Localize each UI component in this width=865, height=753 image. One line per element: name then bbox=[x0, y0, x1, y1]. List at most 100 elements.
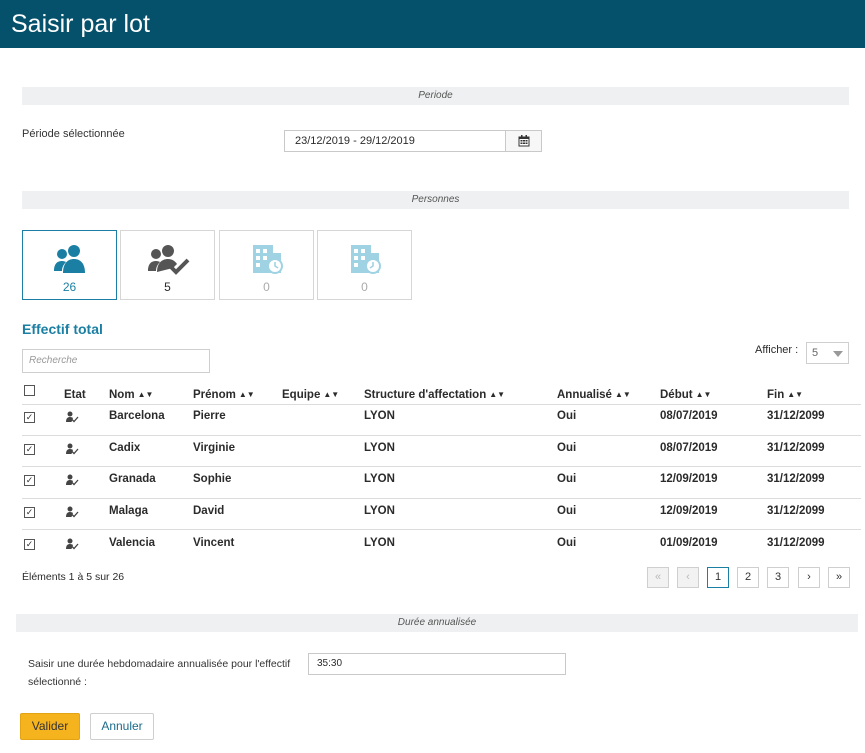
cell-fin: 31/12/2099 bbox=[767, 410, 825, 422]
cell-structure: LYON bbox=[364, 473, 395, 485]
building-clock-icon bbox=[252, 245, 283, 274]
search-input[interactable]: Recherche bbox=[22, 349, 210, 373]
section-personnes: Personnes bbox=[22, 191, 849, 209]
row-divider bbox=[22, 435, 861, 436]
row-checkbox[interactable]: ✓ bbox=[24, 444, 35, 455]
column-header-structure[interactable]: Structure d'affectation ▲▼ bbox=[364, 389, 506, 401]
tile-structure-1[interactable]: 0 bbox=[219, 230, 314, 300]
afficher-label: Afficher : bbox=[755, 344, 799, 356]
pager-next-button[interactable]: › bbox=[798, 567, 820, 588]
column-header-prenom[interactable]: Prénom ▲▼ bbox=[193, 389, 255, 401]
building-history-icon bbox=[350, 245, 381, 274]
row-checkbox[interactable]: ✓ bbox=[24, 507, 35, 518]
cell-nom: Barcelona bbox=[109, 410, 165, 422]
person-check-icon bbox=[66, 506, 79, 518]
row-divider bbox=[22, 529, 861, 530]
periode-label: Période sélectionnée bbox=[22, 128, 125, 140]
cell-debut: 12/09/2019 bbox=[660, 505, 718, 517]
sort-icon: ▲▼ bbox=[323, 390, 340, 399]
tile-count: 5 bbox=[164, 280, 171, 294]
calendar-button[interactable] bbox=[505, 130, 542, 152]
person-check-icon bbox=[66, 474, 79, 486]
column-header-debut[interactable]: Début ▲▼ bbox=[660, 389, 712, 401]
cell-nom: Malaga bbox=[109, 505, 148, 517]
valider-button[interactable]: Valider bbox=[20, 713, 80, 740]
afficher-select[interactable]: 5 bbox=[806, 342, 849, 364]
select-all-checkbox[interactable] bbox=[24, 385, 35, 396]
cell-structure: LYON bbox=[364, 442, 395, 454]
duree-input[interactable]: 35:30 bbox=[308, 653, 566, 675]
pager-page-2[interactable]: 2 bbox=[737, 567, 759, 588]
cell-annualise: Oui bbox=[557, 537, 577, 549]
cell-nom: Valencia bbox=[109, 537, 156, 549]
duree-label: Saisir une durée hebdomadaire annualisée… bbox=[28, 658, 291, 688]
column-header-annualise[interactable]: Annualisé ▲▼ bbox=[557, 389, 631, 401]
cell-prenom: Virginie bbox=[193, 442, 235, 454]
cell-annualise: Oui bbox=[557, 473, 577, 485]
cell-annualise: Oui bbox=[557, 410, 577, 422]
row-checkbox[interactable]: ✓ bbox=[24, 412, 35, 423]
cell-structure: LYON bbox=[364, 505, 395, 517]
person-check-icon bbox=[66, 443, 79, 455]
cell-prenom: Vincent bbox=[193, 537, 235, 549]
column-header-etat: Etat bbox=[64, 389, 86, 401]
sort-icon: ▲▼ bbox=[238, 390, 255, 399]
section-duree-label: Durée annualisée bbox=[397, 617, 477, 628]
row-divider bbox=[22, 498, 861, 499]
sort-icon: ▲▼ bbox=[137, 390, 154, 399]
cell-prenom: Pierre bbox=[193, 410, 226, 422]
section-periode: Periode bbox=[22, 87, 849, 105]
sort-icon: ▲▼ bbox=[695, 390, 712, 399]
column-header-equipe[interactable]: Equipe ▲▼ bbox=[282, 389, 340, 401]
pager-info: Éléments 1 à 5 sur 26 bbox=[22, 571, 125, 583]
page-title: Saisir par lot bbox=[11, 10, 150, 38]
cell-prenom: Sophie bbox=[193, 473, 232, 485]
tile-effectif-selectionne[interactable]: 5 bbox=[120, 230, 215, 300]
tile-count: 26 bbox=[62, 280, 77, 294]
page-header: Saisir par lot bbox=[0, 0, 865, 48]
pager-page-3[interactable]: 3 bbox=[767, 567, 789, 588]
cell-debut: 01/09/2019 bbox=[660, 537, 718, 549]
cell-fin: 31/12/2099 bbox=[767, 473, 825, 485]
cell-fin: 31/12/2099 bbox=[767, 505, 825, 517]
annuler-button[interactable]: Annuler bbox=[90, 713, 154, 740]
pager-prev-button[interactable]: ‹ bbox=[677, 567, 699, 588]
cell-structure: LYON bbox=[364, 537, 395, 549]
cell-fin: 31/12/2099 bbox=[767, 442, 825, 454]
cell-structure: LYON bbox=[364, 410, 395, 422]
tile-count: 0 bbox=[361, 280, 368, 294]
calendar-icon bbox=[518, 135, 529, 147]
sort-icon: ▲▼ bbox=[489, 390, 506, 399]
chevron-down-icon bbox=[833, 351, 843, 357]
tile-effectif-total[interactable]: 26 bbox=[22, 230, 117, 300]
section-duree: Durée annualisée bbox=[16, 614, 858, 632]
people-check-icon bbox=[147, 245, 189, 275]
pager-first-button[interactable]: « bbox=[647, 567, 669, 588]
pager-page-1[interactable]: 1 bbox=[707, 567, 729, 588]
column-header-nom[interactable]: Nom ▲▼ bbox=[109, 389, 154, 401]
people-icon bbox=[53, 245, 85, 273]
cell-nom: Cadix bbox=[109, 442, 141, 454]
cell-nom: Granada bbox=[109, 473, 156, 485]
cell-fin: 31/12/2099 bbox=[767, 537, 825, 549]
cell-annualise: Oui bbox=[557, 505, 577, 517]
afficher-value: 5 bbox=[812, 347, 819, 359]
cell-debut: 08/07/2019 bbox=[660, 442, 718, 454]
sort-icon: ▲▼ bbox=[787, 390, 804, 399]
effectif-title: Effectif total bbox=[22, 321, 103, 337]
section-personnes-label: Personnes bbox=[411, 194, 460, 205]
tile-structure-2[interactable]: 0 bbox=[317, 230, 412, 300]
column-header-fin[interactable]: Fin ▲▼ bbox=[767, 389, 804, 401]
cell-annualise: Oui bbox=[557, 442, 577, 454]
sort-icon: ▲▼ bbox=[614, 390, 631, 399]
section-periode-label: Periode bbox=[418, 90, 453, 101]
cell-debut: 08/07/2019 bbox=[660, 410, 718, 422]
row-checkbox[interactable]: ✓ bbox=[24, 539, 35, 550]
row-checkbox[interactable]: ✓ bbox=[24, 475, 35, 486]
header-divider bbox=[22, 404, 861, 405]
cell-prenom: David bbox=[193, 505, 225, 517]
tile-count: 0 bbox=[263, 280, 270, 294]
periode-date-range-input[interactable]: 23/12/2019 - 29/12/2019 bbox=[284, 130, 506, 152]
cell-debut: 12/09/2019 bbox=[660, 473, 718, 485]
pager-last-button[interactable]: » bbox=[828, 567, 850, 588]
